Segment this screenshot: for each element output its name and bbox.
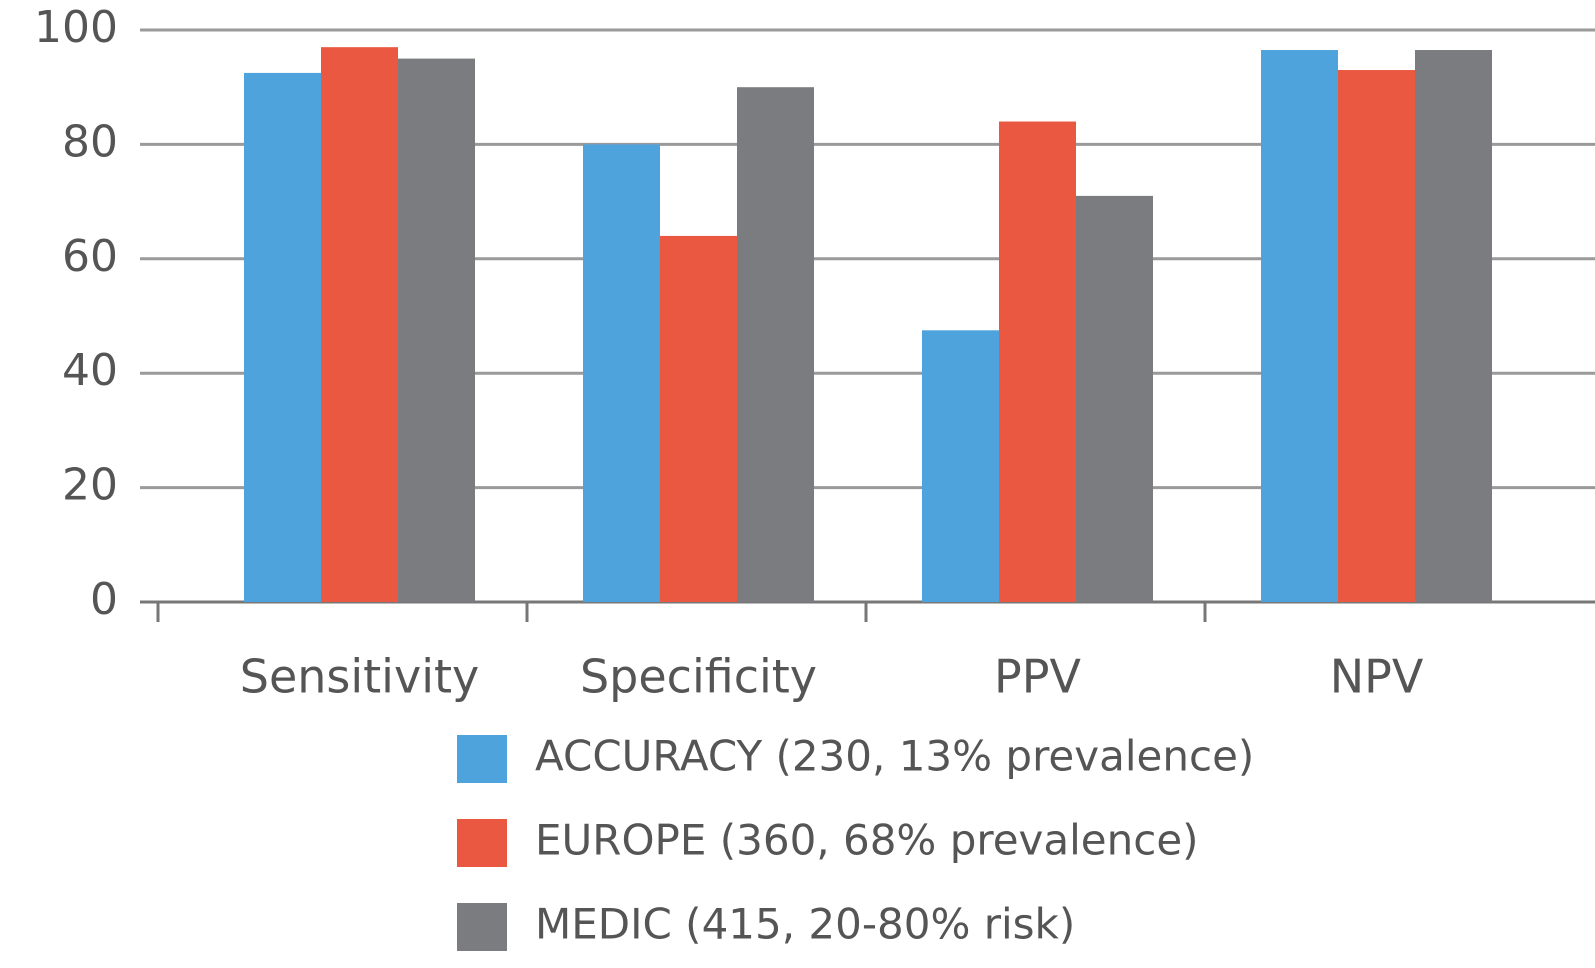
y-tick-label: 0	[90, 574, 118, 625]
y-tick-label: 20	[62, 460, 118, 511]
x-tick-label: NPV	[1330, 650, 1424, 704]
bar	[321, 47, 398, 603]
legend-label: ACCURACY (230, 13% prevalence)	[535, 732, 1254, 781]
y-tick-label: 80	[62, 116, 118, 167]
legend-swatch	[457, 735, 507, 783]
y-tick-label: 60	[62, 231, 118, 282]
bar	[583, 144, 660, 602]
y-tick-label: 40	[62, 345, 118, 396]
bar	[999, 121, 1076, 603]
y-tick-label: 100	[34, 2, 118, 53]
legend-label: EUROPE (360, 68% prevalence)	[535, 816, 1199, 865]
bar	[1076, 195, 1153, 602]
bar	[660, 235, 737, 603]
bar	[398, 58, 475, 603]
bar	[244, 72, 321, 602]
bar	[1415, 50, 1492, 602]
bar	[737, 87, 814, 602]
x-tick-label: PPV	[994, 650, 1081, 704]
bar	[1261, 50, 1338, 602]
x-tick-label: Sensitivity	[240, 650, 479, 704]
x-tick-label: Specificity	[580, 650, 817, 704]
legend-swatch	[457, 819, 507, 867]
bar	[922, 330, 999, 602]
bar	[1338, 70, 1415, 603]
legend-swatch	[457, 903, 507, 951]
legend-label: MEDIC (415, 20-80% risk)	[535, 900, 1075, 949]
